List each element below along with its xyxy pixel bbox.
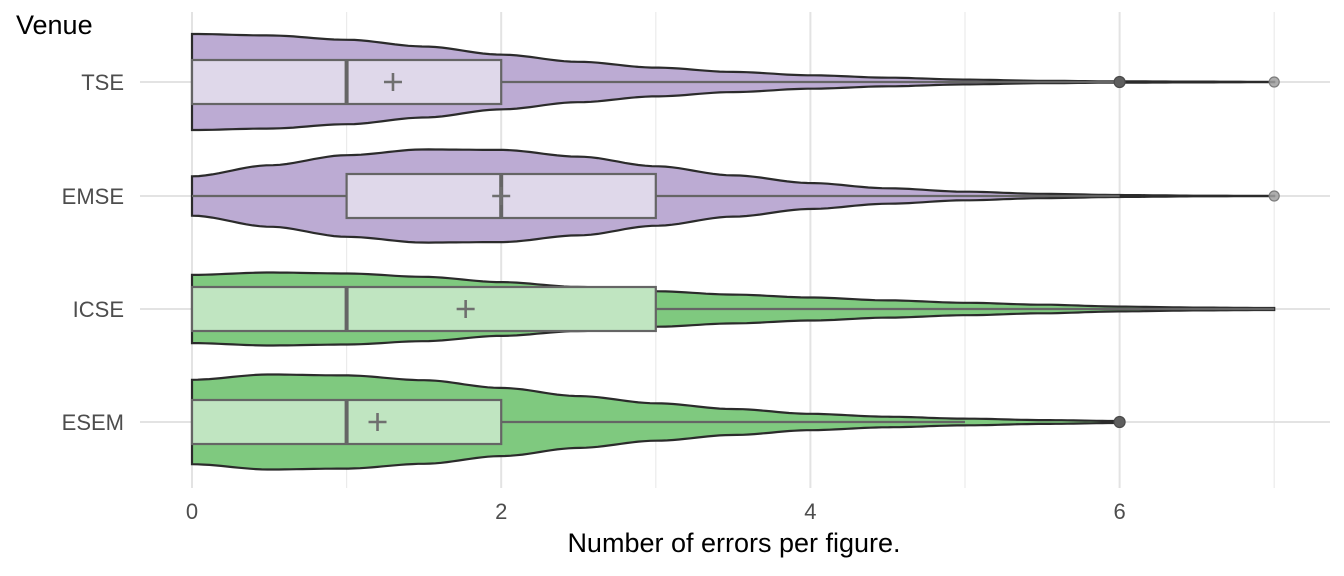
x-tick-label: 0 <box>186 499 198 524</box>
box-icse <box>190 285 657 333</box>
outlier-point-esem <box>1113 415 1126 429</box>
x-axis-title: Number of errors per figure. <box>567 528 901 558</box>
x-tick-label: 4 <box>804 499 816 524</box>
y-axis-title: Venue <box>16 10 93 40</box>
y-tick-label: ICSE <box>73 297 124 322</box>
outlier-point-emse <box>1268 190 1280 202</box>
y-tick-label: EMSE <box>62 184 124 209</box>
y-tick-label: ESEM <box>62 410 124 435</box>
y-tick-label: TSE <box>81 70 124 95</box>
x-tick-label: 2 <box>495 499 507 524</box>
x-tick-label: 6 <box>1113 499 1125 524</box>
outlier-point-tse <box>1113 75 1126 89</box>
outlier-point-tse <box>1268 76 1280 88</box>
